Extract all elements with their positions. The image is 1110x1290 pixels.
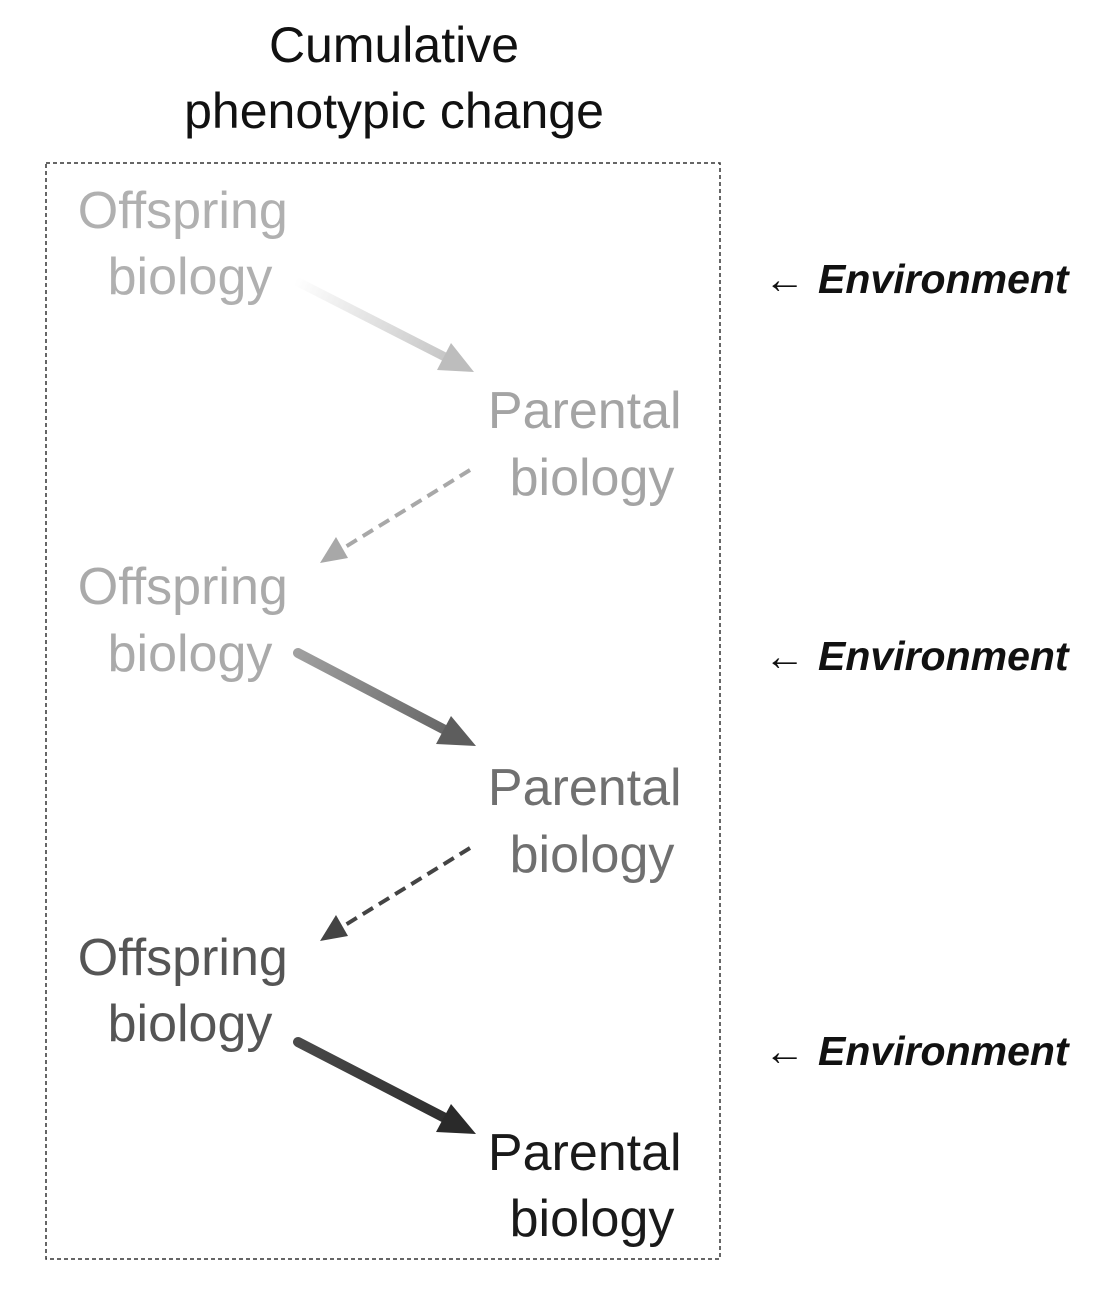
environment-label-2: Environment: [818, 633, 1071, 679]
parental-label-2-line-1: Parental: [488, 759, 682, 817]
offspring-label-2-line-2: biology: [108, 625, 273, 683]
parental-label-1-line-2: biology: [510, 449, 675, 507]
environment-input-1: ← Environment: [764, 256, 1071, 302]
parental-biology-label-2: Parental biology: [488, 759, 696, 884]
offspring-biology-label-1: Offspring biology: [78, 182, 302, 306]
cumulative-change-box: [45, 162, 721, 1260]
left-arrow-icon: ←: [764, 1028, 805, 1074]
offspring-label-1-line-1: Offspring: [78, 182, 288, 240]
environment-label-1: Environment: [818, 256, 1071, 302]
offspring-biology-label-3: Offspring biology: [78, 929, 302, 1053]
dashed-arrow-2: [320, 846, 472, 941]
environment-input-2: ← Environment: [764, 633, 1071, 679]
parental-label-3-line-2: biology: [510, 1190, 675, 1248]
environment-input-3: ← Environment: [764, 1028, 1071, 1074]
diagram-title-line-2: phenotypic change: [184, 83, 604, 139]
offspring-label-3-line-1: Offspring: [78, 929, 288, 987]
offspring-label-1-line-2: biology: [108, 248, 273, 306]
environment-label-3: Environment: [818, 1028, 1071, 1074]
solid-arrow-1: [293, 277, 474, 372]
diagram-title-line-1: Cumulative: [269, 17, 519, 73]
solid-arrow-2: [293, 648, 476, 746]
left-arrow-icon: ←: [764, 633, 805, 679]
dashed-arrow-1: [320, 468, 472, 563]
parental-biology-label-3: Parental biology: [488, 1124, 696, 1248]
parental-label-3-line-1: Parental: [488, 1124, 682, 1182]
solid-arrow-3: [293, 1037, 476, 1134]
offspring-biology-label-2: Offspring biology: [78, 558, 302, 683]
offspring-label-3-line-2: biology: [108, 995, 273, 1053]
parental-label-1-line-1: Parental: [488, 382, 682, 440]
offspring-label-2-line-1: Offspring: [78, 558, 288, 616]
parental-label-2-line-2: biology: [510, 826, 675, 884]
parental-biology-label-1: Parental biology: [488, 382, 696, 507]
left-arrow-icon: ←: [764, 256, 805, 302]
